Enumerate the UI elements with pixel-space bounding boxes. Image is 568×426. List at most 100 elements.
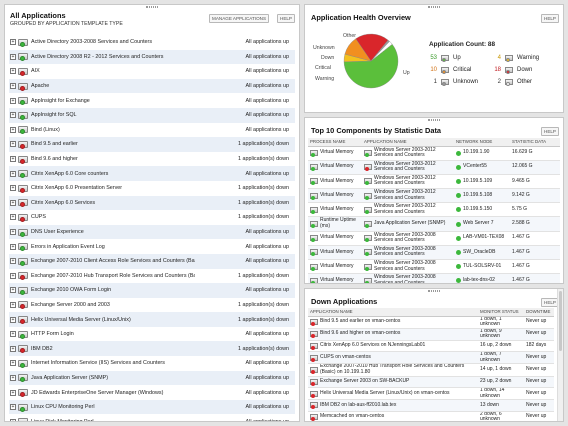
- down-application-name[interactable]: Bind 9.5 and earlier on vman-centos: [320, 318, 401, 325]
- table-row[interactable]: Virtual Memory Windows Server 2003-2008 S…: [308, 273, 560, 284]
- process-name[interactable]: Runtime Uptime (ms): [320, 217, 356, 230]
- table-row[interactable]: CUPS on vman-centos 1 down, 7 unknown Neve…: [308, 351, 554, 365]
- column-header[interactable]: PROCESS NAME: [308, 138, 362, 147]
- table-row[interactable]: Exchange 2007-2010 Hub Transport Role Se…: [308, 363, 554, 377]
- column-header[interactable]: MONITOR STATUS: [478, 308, 524, 317]
- pie-slice-up[interactable]: [343, 43, 399, 89]
- expand-plus-icon[interactable]: +: [10, 112, 16, 119]
- scrollbar-thumb[interactable]: [559, 291, 562, 351]
- application-group-name[interactable]: Active Directory 2003-2008 Services and …: [31, 39, 153, 46]
- application-name[interactable]: Windows Server 2003-2008 Services and Co…: [374, 274, 436, 284]
- application-group-name[interactable]: Linux Disk Monitoring Perl: [31, 418, 94, 422]
- down-application-name[interactable]: IBM DB2 on lab-aus-ff2010.lab.tex: [320, 401, 397, 408]
- process-name[interactable]: Virtual Memory: [320, 149, 354, 156]
- table-row[interactable]: Citrix XenApp 6.0 Services on NJenningsL…: [308, 340, 554, 353]
- application-group-name[interactable]: Exchange 2007-2010 Client Access Role Se…: [31, 258, 195, 265]
- application-group-row[interactable]: + Bind 9.6 and higher 1 application(s) dow…: [9, 152, 295, 167]
- help-button[interactable]: HELP: [541, 14, 560, 23]
- application-name[interactable]: Windows Server 2003-2008 Services and Co…: [374, 231, 436, 244]
- application-name[interactable]: Windows Server 2003-2008 Services and Co…: [374, 260, 436, 272]
- network-node-name[interactable]: lab-tex-dns-02: [463, 276, 495, 283]
- down-application-name[interactable]: CUPS on vman-centos: [320, 354, 371, 361]
- network-node-name[interactable]: 10.199.1.90: [463, 149, 490, 156]
- application-group-name[interactable]: Errors in Application Event Log: [31, 243, 105, 250]
- table-row[interactable]: Virtual Memory Windows Server 2003-2012 S…: [308, 202, 560, 218]
- down-application-name[interactable]: Memcached on vman-centos: [320, 413, 385, 420]
- application-group-row[interactable]: + AppInsight for SQL All applications up: [9, 107, 295, 123]
- expand-plus-icon[interactable]: +: [10, 345, 16, 352]
- network-node-name[interactable]: 10.199.5.108: [463, 191, 493, 198]
- application-group-name[interactable]: Internet Information Service (IIS) Servi…: [31, 360, 165, 367]
- application-group-row[interactable]: + JD Edwards EnterpriseOne Server Manager…: [9, 385, 295, 400]
- process-name[interactable]: Virtual Memory: [320, 191, 354, 198]
- help-button[interactable]: HELP: [277, 14, 296, 23]
- down-application-name[interactable]: Exchange 2007-2010 Hub Transport Role Se…: [320, 363, 465, 376]
- application-group-name[interactable]: AIX: [31, 68, 40, 75]
- drag-handle[interactable]: [428, 119, 440, 121]
- drag-handle[interactable]: [146, 6, 158, 8]
- application-group-name[interactable]: Bind 9.6 and higher: [31, 156, 78, 163]
- application-group-row[interactable]: + Internet Information Service (IIS) Serv…: [9, 356, 295, 371]
- expand-plus-icon[interactable]: +: [10, 331, 16, 338]
- application-name[interactable]: Java Application Server (SNMP): [374, 220, 446, 227]
- drag-handle[interactable]: [428, 290, 440, 292]
- table-row[interactable]: Virtual Memory Windows Server 2003-2012 S…: [308, 160, 560, 175]
- application-group-name[interactable]: Helix Universal Media Server (Linux/Unix…: [31, 316, 131, 323]
- application-group-row[interactable]: + Citrix XenApp 6.0 Core counters All appl…: [9, 166, 295, 181]
- application-group-row[interactable]: + Bind (Linux) All applications up: [9, 123, 295, 138]
- column-header[interactable]: DOWNTIME: [524, 308, 554, 317]
- application-group-row[interactable]: + Citrix XenApp 6.0 Services 1 application…: [9, 195, 295, 211]
- table-row[interactable]: Virtual Memory Windows Server 2003-2012 S…: [308, 146, 560, 161]
- application-group-row[interactable]: + AIX All applications up: [9, 64, 295, 79]
- application-group-name[interactable]: Java Application Server (SNMP): [31, 374, 108, 381]
- application-group-row[interactable]: + Exchange 2007-2010 Client Access Role S…: [9, 253, 295, 269]
- application-group-row[interactable]: + Exchange Server 2000 and 2003 1 applicat…: [9, 298, 295, 313]
- pie-slice-other[interactable]: [370, 41, 393, 62]
- down-application-name[interactable]: Exchange Server 2003 on SW-BACKUP: [320, 378, 410, 385]
- expand-plus-icon[interactable]: +: [10, 39, 16, 46]
- application-group-name[interactable]: Citrix XenApp 6.0 Core counters: [31, 170, 109, 177]
- scrollbar[interactable]: [557, 289, 563, 421]
- column-header[interactable]: APPLICATION NAME: [308, 308, 478, 317]
- expand-plus-icon[interactable]: +: [10, 68, 16, 75]
- process-name[interactable]: Virtual Memory: [320, 248, 354, 255]
- application-group-row[interactable]: + Bind 9.5 and earlier 1 application(s) do…: [9, 137, 295, 152]
- table-row[interactable]: IBM DB2 on lab-aus-ff2010.lab.tex 13 down…: [308, 399, 554, 412]
- expand-plus-icon[interactable]: +: [10, 156, 16, 163]
- pie-slice-down[interactable]: [355, 33, 389, 62]
- drag-handle[interactable]: [428, 6, 440, 8]
- manage-applications-button[interactable]: MANAGE APPLICATIONS: [209, 14, 270, 23]
- expand-plus-icon[interactable]: +: [10, 53, 16, 60]
- application-group-name[interactable]: Citrix XenApp 6.0 Presentation Server: [31, 185, 123, 192]
- legend-item-other[interactable]: 2 Other: [487, 77, 532, 86]
- table-row[interactable]: Virtual Memory Windows Server 2003-2012 S…: [308, 174, 560, 190]
- down-application-name[interactable]: Citrix XenApp 6.0 Services on NJenningsL…: [320, 342, 426, 349]
- application-group-name[interactable]: IBM DB2: [31, 345, 53, 352]
- expand-plus-icon[interactable]: +: [10, 199, 16, 206]
- legend-item-down[interactable]: 18 Down: [487, 65, 532, 74]
- application-name[interactable]: Windows Server 2003-2012 Services and Co…: [374, 146, 436, 159]
- process-name[interactable]: Virtual Memory: [320, 206, 354, 213]
- process-name[interactable]: Virtual Memory: [320, 163, 354, 170]
- application-group-row[interactable]: + Exchange 2010 OWA Form Login All applica…: [9, 283, 295, 298]
- legend-item-critical[interactable]: 10 Critical: [423, 65, 471, 74]
- expand-plus-icon[interactable]: +: [10, 141, 16, 148]
- legend-item-warning[interactable]: 4 Warning: [487, 53, 539, 62]
- network-node-name[interactable]: SW_OracleDB: [463, 248, 496, 255]
- application-group-row[interactable]: + Apache All applications up: [9, 78, 295, 94]
- application-group-name[interactable]: CUPS: [31, 214, 46, 221]
- application-group-name[interactable]: DNS User Experience: [31, 229, 84, 236]
- expand-plus-icon[interactable]: +: [10, 214, 16, 221]
- network-node-name[interactable]: TUL-SOLSRV-01: [463, 262, 502, 269]
- expand-plus-icon[interactable]: +: [10, 316, 16, 323]
- expand-plus-icon[interactable]: +: [10, 243, 16, 250]
- table-row[interactable]: Bind 9.6 and higher on vman-centos 1 down…: [308, 328, 554, 341]
- application-group-name[interactable]: Exchange 2010 OWA Form Login: [31, 287, 112, 294]
- application-group-row[interactable]: + HTTP Form Login All applications up: [9, 327, 295, 342]
- application-name[interactable]: Windows Server 2003-2008 Services and Co…: [374, 245, 436, 258]
- expand-plus-icon[interactable]: +: [10, 374, 16, 381]
- network-node-name[interactable]: 10.199.5.109: [463, 177, 493, 184]
- application-group-name[interactable]: AppInsight for SQL: [31, 112, 77, 119]
- application-group-row[interactable]: + Helix Universal Media Server (Linux/Uni…: [9, 312, 295, 327]
- application-group-name[interactable]: Linux CPU Monitoring Perl: [31, 404, 95, 411]
